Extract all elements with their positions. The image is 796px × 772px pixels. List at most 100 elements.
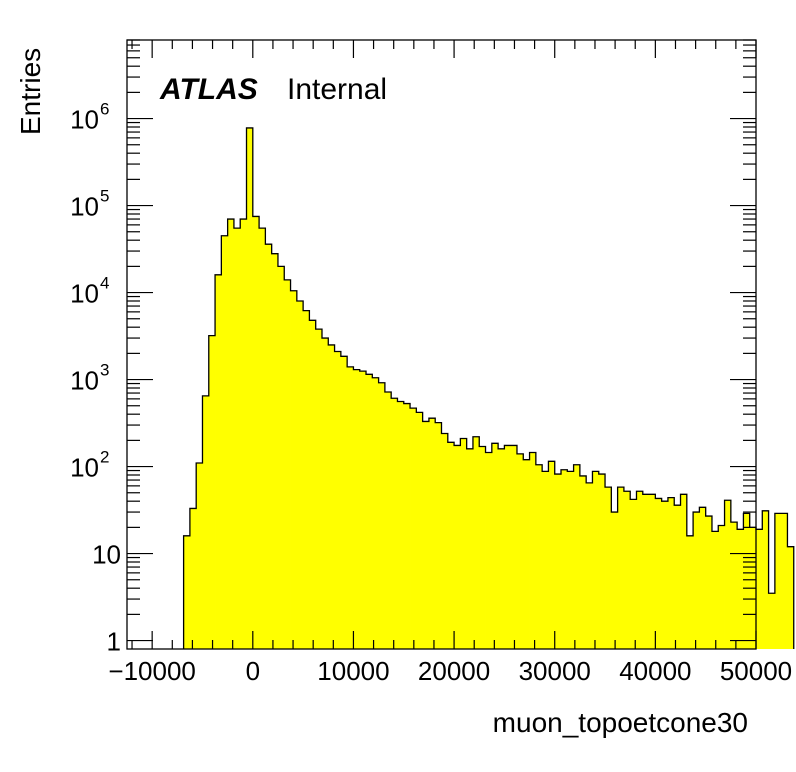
x-tick-label: 10000: [317, 656, 389, 686]
histogram-bin: [435, 422, 442, 649]
histogram-bin: [309, 320, 317, 649]
histogram-bin: [189, 508, 197, 649]
histogram-bin: [737, 529, 744, 649]
y-tick-label: 10: [70, 453, 99, 483]
histogram-bin: [290, 290, 298, 649]
histogram-bin: [605, 487, 612, 649]
histogram-bin: [730, 522, 738, 649]
x-axis-ticks: [131, 40, 757, 649]
histogram-bin: [718, 525, 725, 649]
histogram-bin: [561, 469, 568, 649]
histogram-bin: [693, 512, 700, 649]
y-tick-label: 10: [92, 540, 121, 570]
x-tick-label: 30000: [519, 656, 591, 686]
histogram-bin: [328, 344, 335, 649]
y-tick-exponent: 6: [100, 100, 109, 119]
histogram-bin: [372, 377, 379, 649]
histogram-bin: [667, 497, 675, 649]
histogram-bin: [680, 494, 688, 649]
histogram-bin: [711, 531, 719, 649]
histogram-bin: [447, 442, 455, 649]
histogram-bin: [642, 494, 650, 649]
histogram-bin: [441, 433, 449, 649]
histogram-bin: [315, 329, 323, 649]
histogram-bin: [630, 499, 637, 649]
histogram-bin: [686, 535, 694, 649]
histogram-bin: [296, 301, 304, 649]
histogram-bin: [397, 401, 405, 649]
histogram-bin: [454, 445, 461, 649]
histogram-bin: [655, 498, 663, 649]
histogram-bin: [460, 438, 468, 649]
histogram-bin: [768, 593, 776, 649]
histogram-bin: [586, 482, 593, 649]
histogram-bin: [523, 459, 530, 649]
histogram-bin: [384, 391, 392, 649]
histogram-bin: [472, 436, 480, 649]
y-tick-label: 10: [70, 279, 99, 309]
histogram-bin: [208, 335, 216, 649]
histogram-bin: [479, 446, 486, 649]
y-tick-label: 10: [70, 366, 99, 396]
histogram-bin: [636, 491, 644, 649]
x-tick-label: 0: [246, 656, 260, 686]
histogram-bin: [391, 398, 398, 649]
histogram-bin: [227, 219, 235, 650]
histogram-bin: [756, 529, 763, 649]
histogram-bin: [271, 253, 279, 649]
histogram-bin: [743, 513, 751, 649]
histogram-bin: [196, 462, 203, 649]
plot-frame: [126, 39, 757, 650]
histogram-bin: [529, 452, 537, 649]
histogram-bin: [649, 494, 656, 649]
x-tick-label: −10000: [108, 656, 195, 686]
y-tick-label: 1: [107, 627, 121, 657]
histogram-bin: [617, 487, 625, 649]
histogram-bin: [246, 127, 254, 649]
y-tick-label: 10: [70, 105, 99, 135]
histogram-outline: [182, 127, 795, 649]
y-axis-ticks: [127, 39, 756, 642]
y-tick-label: 10: [70, 192, 99, 222]
histogram-bin: [259, 228, 266, 649]
histogram-bin: [542, 471, 549, 649]
histogram-bin: [252, 216, 260, 650]
y-tick-exponent: 2: [100, 448, 109, 467]
histogram-bin: [510, 445, 518, 649]
histogram-bin: [353, 369, 361, 649]
histogram-bin: [265, 244, 273, 649]
y-tick-exponent: 3: [100, 361, 109, 380]
histogram-bin: [504, 445, 512, 649]
histogram-bin: [284, 279, 291, 649]
histogram-bin: [781, 513, 788, 649]
x-axis-title: muon_topoetcone30: [493, 707, 748, 738]
histogram-bin: [359, 371, 367, 649]
histogram-bin: [340, 356, 348, 649]
histogram-bin: [674, 505, 681, 649]
x-tick-label: 50000: [720, 656, 792, 686]
histogram-bin: [623, 491, 631, 649]
y-tick-exponent: 5: [100, 187, 109, 206]
histogram-bin: [705, 516, 713, 649]
histogram-bin: [410, 408, 417, 649]
histogram-bin: [240, 219, 247, 650]
atlas-label: ATLAS: [159, 73, 258, 106]
histogram-bin: [378, 382, 386, 649]
histogram-bin: [611, 512, 619, 649]
histogram-bin: [183, 535, 191, 649]
histogram-bin: [535, 464, 543, 649]
histogram-bin: [416, 412, 424, 649]
histogram-bin: [221, 235, 229, 650]
histogram-bin: [366, 374, 373, 649]
histogram-bin: [516, 453, 524, 649]
histogram-bin: [554, 474, 562, 649]
histogram-bin: [762, 510, 769, 649]
histogram-bin: [498, 448, 505, 649]
x-tick-label: 20000: [418, 656, 490, 686]
histogram-bin: [428, 418, 436, 649]
histogram-bin: [787, 546, 795, 649]
histogram-bin: [202, 395, 210, 649]
histogram-bin: [233, 228, 241, 649]
